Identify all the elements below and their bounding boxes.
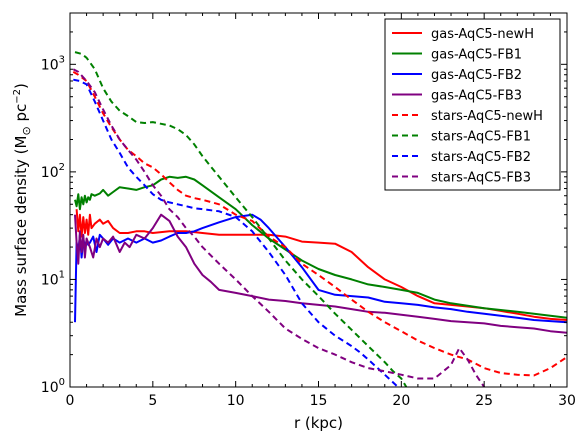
y-tick-exponent: 0: [59, 377, 65, 388]
legend: gas-AqC5-newH gas-AqC5-FB1 gas-AqC5-FB2 gas…: [384, 18, 561, 191]
legend-label-gas-AqC5-newH: gas-AqC5-newH: [431, 27, 534, 42]
y-tick-base: 10: [41, 57, 59, 73]
y-tick-base: 10: [41, 165, 59, 181]
legend-label-stars-AqC5-FB3: stars-AqC5-FB3: [431, 171, 531, 186]
y-tick-exponent: 3: [59, 54, 65, 65]
x-tick-label-4: 20: [392, 393, 410, 409]
y-tick-label-3: 103: [41, 54, 65, 73]
x-tick-label-1: 5: [148, 393, 157, 409]
legend-label-gas-AqC5-FB2: gas-AqC5-FB2: [431, 68, 522, 83]
y-tick-label-0: 100: [41, 377, 65, 396]
y-axis-label-main: Mass surface density (M: [12, 136, 30, 317]
y-axis-label-exponent: −2: [12, 89, 23, 104]
legend-label-gas-AqC5-FB3: gas-AqC5-FB3: [431, 89, 522, 104]
legend-frame: [384, 18, 561, 191]
y-tick-label-1: 101: [41, 269, 65, 288]
y-axis-label-unit: pc: [12, 104, 30, 127]
series-line-stars-AqC5-newH: [72, 71, 567, 377]
y-axis-label: Mass surface density (M⊙ pc−2): [12, 83, 33, 317]
legend-label-stars-AqC5-newH: stars-AqC5-newH: [431, 109, 543, 124]
series-line-gas-AqC5-FB1: [74, 175, 567, 319]
legend-label-stars-AqC5-FB2: stars-AqC5-FB2: [431, 150, 531, 165]
series-line-stars-AqC5-FB1: [74, 51, 408, 387]
series-line-stars-AqC5-FB2: [73, 78, 399, 387]
y-tick-base: 10: [41, 380, 59, 396]
x-axis-label: r (kpc): [294, 414, 343, 432]
y-tick-exponent: 2: [59, 162, 65, 173]
x-tick-label-6: 30: [558, 393, 576, 409]
x-tick-label-5: 25: [475, 393, 493, 409]
legend-label-stars-AqC5-FB1: stars-AqC5-FB1: [431, 130, 531, 145]
x-tick-label-2: 10: [227, 393, 245, 409]
series-line-gas-AqC5-newH: [75, 209, 567, 321]
series-line-stars-AqC5-FB3: [72, 68, 486, 387]
y-tick-base: 10: [41, 272, 59, 288]
x-tick-label-3: 15: [310, 393, 328, 409]
y-tick-label-2: 102: [41, 162, 65, 181]
x-tick-label-0: 0: [66, 393, 75, 409]
series-layer: [72, 51, 567, 387]
series-line-gas-AqC5-FB3: [74, 213, 567, 334]
y-axis-label-sun: ⊙: [20, 126, 33, 135]
y-axis-label-close: ): [12, 83, 30, 89]
legend-label-gas-AqC5-FB1: gas-AqC5-FB1: [431, 48, 522, 63]
y-tick-exponent: 1: [59, 269, 65, 280]
